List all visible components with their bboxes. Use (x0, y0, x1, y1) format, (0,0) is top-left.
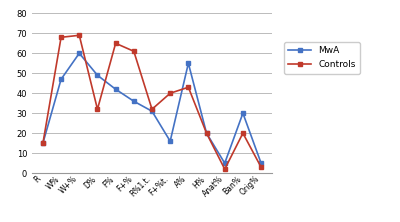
MwA (222, 162, 227, 165)
Controls (204, 132, 209, 135)
MwA (132, 100, 136, 103)
Line: Controls: Controls (41, 33, 263, 171)
Controls (150, 108, 154, 111)
Controls (113, 42, 118, 45)
Controls (222, 168, 227, 170)
MwA (204, 132, 209, 135)
MwA (59, 78, 64, 81)
Controls (240, 132, 245, 135)
MwA (240, 112, 245, 115)
Controls (168, 92, 172, 95)
MwA (95, 74, 100, 77)
MwA (113, 88, 118, 91)
MwA (186, 62, 191, 65)
Line: MwA: MwA (41, 51, 263, 165)
MwA (77, 52, 82, 55)
MwA (168, 140, 172, 143)
Controls (132, 50, 136, 53)
Controls (259, 166, 264, 168)
MwA (259, 162, 264, 165)
Legend: MwA, Controls: MwA, Controls (284, 42, 360, 74)
Controls (95, 108, 100, 111)
Controls (77, 34, 82, 37)
MwA (150, 110, 154, 113)
Controls (186, 86, 191, 89)
MwA (40, 142, 45, 145)
Controls (40, 142, 45, 145)
Controls (59, 36, 64, 39)
